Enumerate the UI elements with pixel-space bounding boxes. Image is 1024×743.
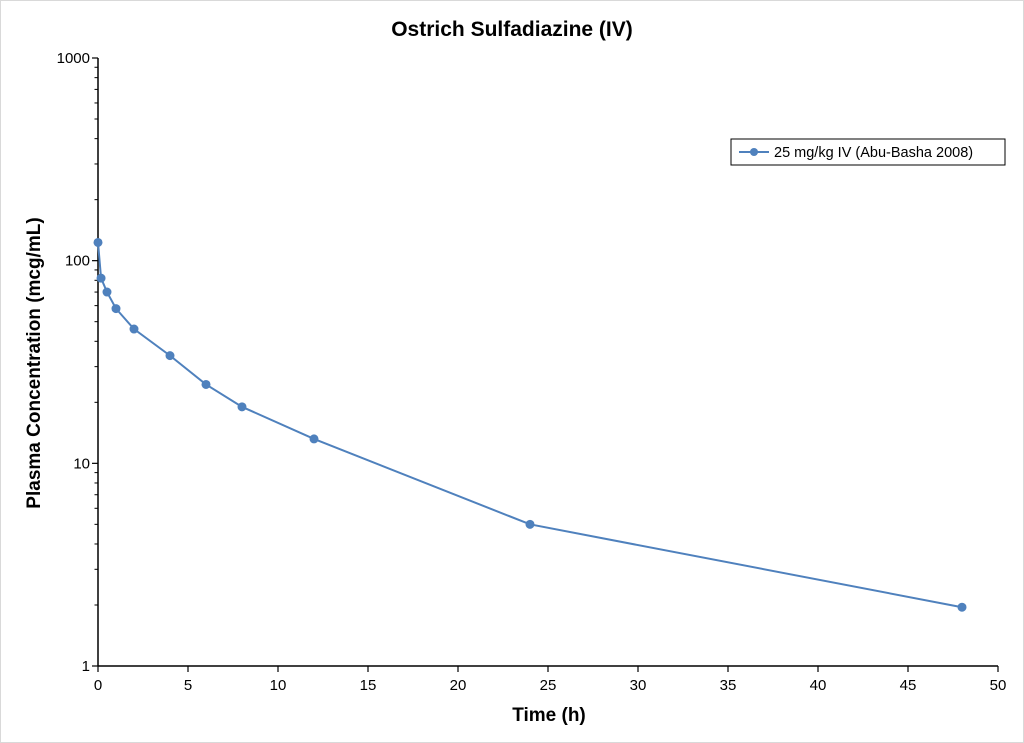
data-point <box>525 519 535 529</box>
y-tick-label: 1000 <box>57 50 90 67</box>
x-tick-label: 30 <box>630 677 647 694</box>
x-axis-title: Time (h) <box>512 705 586 726</box>
x-tick-label: 10 <box>270 677 287 694</box>
axes-layer: 1 10 100 1000 0 5 10 15 20 25 30 35 40 45 50 <box>57 50 1007 694</box>
legend-marker <box>750 148 758 156</box>
data-point <box>111 304 121 314</box>
data-point <box>129 324 139 334</box>
series-line <box>97 242 963 609</box>
data-point <box>201 379 211 389</box>
data-point <box>102 287 112 297</box>
data-point <box>93 237 103 247</box>
x-tick-label: 20 <box>450 677 467 694</box>
legend-label: 25 mg/kg IV (Abu-Basha 2008) <box>774 145 973 161</box>
x-tick-label: 50 <box>990 677 1007 694</box>
x-tick-label: 40 <box>810 677 827 694</box>
x-tick-label: 25 <box>540 677 557 694</box>
chart-title: Ostrich Sulfadiazine (IV) <box>391 18 633 41</box>
y-tick-label: 100 <box>65 253 90 270</box>
data-point <box>957 602 967 612</box>
data-point <box>309 434 319 444</box>
data-point <box>237 402 247 412</box>
legend-box <box>730 138 1006 166</box>
x-tick-label: 5 <box>184 677 192 694</box>
y-tick-label: 1 <box>82 658 90 675</box>
data-point <box>96 273 106 283</box>
y-axis-title: Plasma Concentration (mcg/mL) <box>24 217 45 508</box>
data-point <box>165 351 175 361</box>
legend: 25 mg/kg IV (Abu-Basha 2008) <box>730 138 1006 166</box>
y-tick-label: 10 <box>73 455 90 472</box>
x-tick-label: 35 <box>720 677 737 694</box>
x-tick-label: 15 <box>360 677 377 694</box>
series-layer <box>93 237 967 612</box>
x-tick-label: 0 <box>94 677 102 694</box>
x-tick-label: 45 <box>900 677 917 694</box>
